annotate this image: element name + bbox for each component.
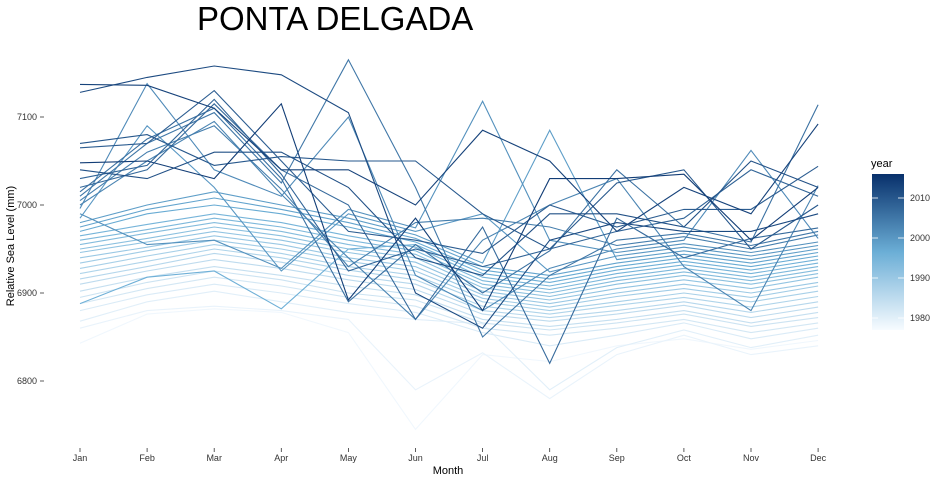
x-tick-label: Jan: [73, 453, 88, 463]
legend-title: year: [871, 158, 893, 170]
series-line-1984: [79, 266, 819, 327]
x-tick-label: May: [340, 453, 358, 463]
series-line-1979: [79, 305, 819, 400]
series-line-2004: [79, 125, 819, 268]
x-tick-label: Oct: [677, 453, 692, 463]
series-line-1989: [79, 239, 819, 308]
series-line-1999: [79, 128, 819, 264]
series-line-2002: [79, 82, 819, 312]
x-tick-label: Jul: [477, 453, 489, 463]
series-line-2013: [79, 83, 819, 233]
series-line-1978: [79, 308, 819, 431]
x-tick-label: Nov: [743, 453, 760, 463]
series-line-2009: [79, 89, 819, 254]
series-line-1988: [79, 244, 819, 312]
series-line-2000: [79, 124, 819, 273]
series-line-2005: [79, 58, 819, 338]
series-line-1991: [79, 230, 819, 301]
plot-lines: [79, 58, 819, 431]
y-tick-label: 7000: [17, 200, 37, 210]
x-tick-label: Feb: [139, 453, 155, 463]
series-line-1996: [79, 244, 819, 310]
series-line-1998: [79, 197, 819, 276]
y-axis-title: Relative Sea Level (mm): [5, 186, 17, 306]
series-line-2011: [79, 151, 819, 277]
y-tick-label: 7100: [17, 112, 37, 122]
legend: year 1980 1990 2000 2010: [871, 158, 930, 330]
y-axis: 6800 6900 7000 7100: [17, 112, 44, 386]
series-line-2012: [79, 65, 819, 329]
x-axis-title: Month: [433, 465, 464, 477]
x-tick-label: Apr: [274, 453, 288, 463]
legend-tick-label: 2010: [910, 193, 930, 203]
series-line-2010: [79, 134, 819, 250]
series-line-1983: [79, 270, 819, 331]
legend-ticks: 1980 1990 2000 2010: [872, 193, 930, 323]
series-line-2007: [79, 103, 819, 365]
x-tick-label: Jun: [408, 453, 423, 463]
series-line-2008: [79, 98, 819, 272]
series-line-2006: [79, 104, 819, 303]
series-line-1997: [79, 204, 819, 280]
x-tick-label: Dec: [810, 453, 827, 463]
x-axis: Jan Feb Mar Apr May Jun Jul Aug Sep Oct Nov Dec: [73, 448, 827, 463]
x-tick-label: Sep: [609, 453, 625, 463]
x-tick-label: Aug: [542, 453, 558, 463]
series-line-1985: [79, 259, 819, 322]
legend-colorbar: [872, 174, 904, 330]
series-line-1986: [79, 252, 819, 319]
series-line-2001: [79, 99, 819, 270]
series-line-1994: [79, 217, 819, 291]
series-line-1990: [79, 235, 819, 305]
chart-title: PONTA DELGADA: [197, 0, 473, 37]
legend-tick-label: 1990: [910, 273, 930, 283]
x-tick-label: Mar: [206, 453, 222, 463]
legend-tick-label: 1980: [910, 313, 930, 323]
series-line-1982: [79, 276, 819, 336]
y-tick-label: 6800: [17, 376, 37, 386]
legend-tick-label: 2000: [910, 233, 930, 243]
series-line-2014: [79, 102, 819, 312]
series-line-1980: [79, 290, 819, 391]
series-line-2003: [79, 120, 819, 321]
y-tick-label: 6900: [17, 288, 37, 298]
series-line-1981: [79, 283, 819, 347]
